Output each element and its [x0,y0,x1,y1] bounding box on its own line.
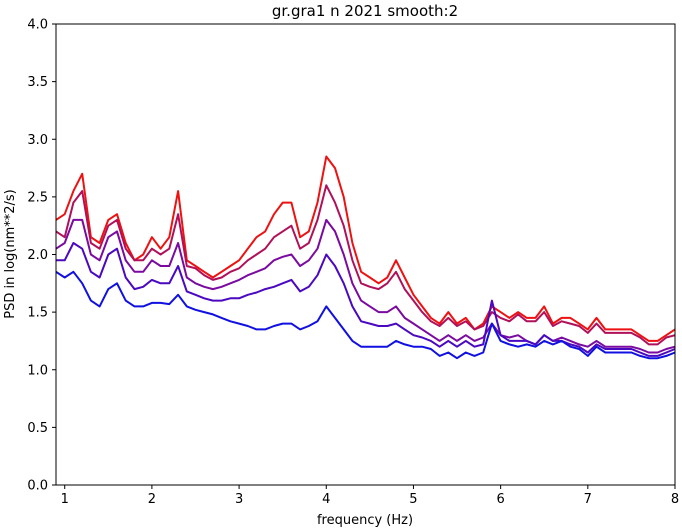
y-tick-label: 3.0 [27,133,48,148]
chart-title: gr.gra1 n 2021 smooth:2 [272,2,458,20]
series-line-2 [55,184,676,346]
y-tick-label: 4.0 [27,18,48,33]
series-line-4 [56,242,676,357]
y-tick-label: 1.5 [27,306,48,321]
x-tick-label: 8 [671,492,679,507]
x-tick-label: 1 [61,492,69,507]
y-axis-label: PSD in log(nm**2/s) [3,189,18,319]
plot-frame [55,23,676,486]
y-axis-ticks: 0.0 0.5 1.0 1.5 2.0 2.5 3.0 3.5 4.0 [27,18,56,494]
x-tick-label: 3 [235,492,243,507]
series-line-1 [55,155,676,342]
x-tick-label: 2 [148,492,156,507]
y-tick-label: 2.5 [27,190,48,205]
y-tick-label: 1.0 [27,363,48,378]
y-tick-label: 0.0 [27,479,48,494]
x-axis-ticks: 1 2 3 4 5 6 7 8 [61,485,679,507]
series-line-3 [55,218,676,354]
y-tick-label: 2.0 [27,248,48,263]
x-tick-label: 7 [584,492,592,507]
x-axis-label: frequency (Hz) [317,513,413,528]
x-tick-label: 6 [496,492,504,507]
x-tick-label: 5 [409,492,417,507]
series-line-5 [55,270,676,360]
y-tick-label: 0.5 [27,421,48,436]
x-tick-label: 4 [322,492,330,507]
y-tick-label: 3.5 [27,75,48,90]
series-layer [55,155,676,360]
